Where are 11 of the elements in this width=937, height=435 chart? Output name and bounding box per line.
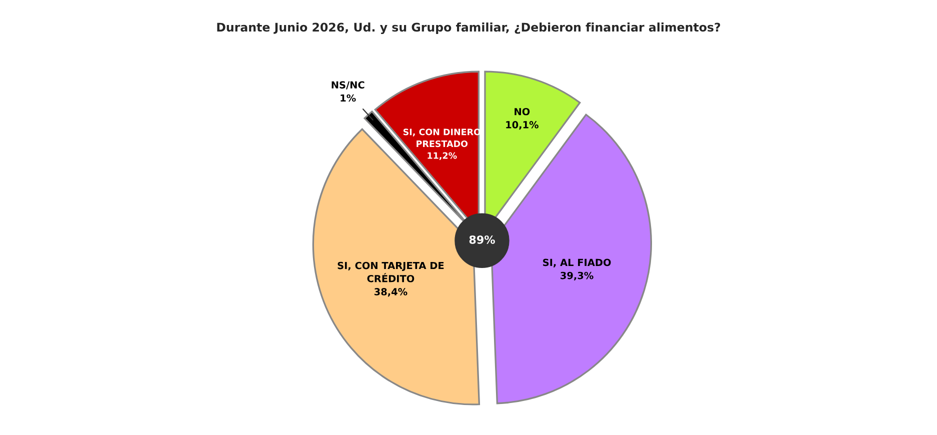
slice-label: SI, CON TARJETA DE CRÉDITO <box>338 262 444 282</box>
data-label: 11,2% <box>428 152 457 160</box>
slice-label: NS/NC <box>332 81 364 90</box>
data-label: 1% <box>340 94 356 102</box>
slice-label: NO <box>514 108 530 116</box>
data-label: 38,4% <box>374 288 408 297</box>
chart-title: Durante Junio 2026, Ud. y su Grupo familiar, ¿Debieron financiar alimentos? <box>217 22 720 34</box>
slice-label: SI, AL FIADO <box>543 258 611 268</box>
data-label: 39,3% <box>560 272 594 280</box>
data-label: 10,1% <box>506 121 538 130</box>
text: 89% <box>469 235 495 244</box>
